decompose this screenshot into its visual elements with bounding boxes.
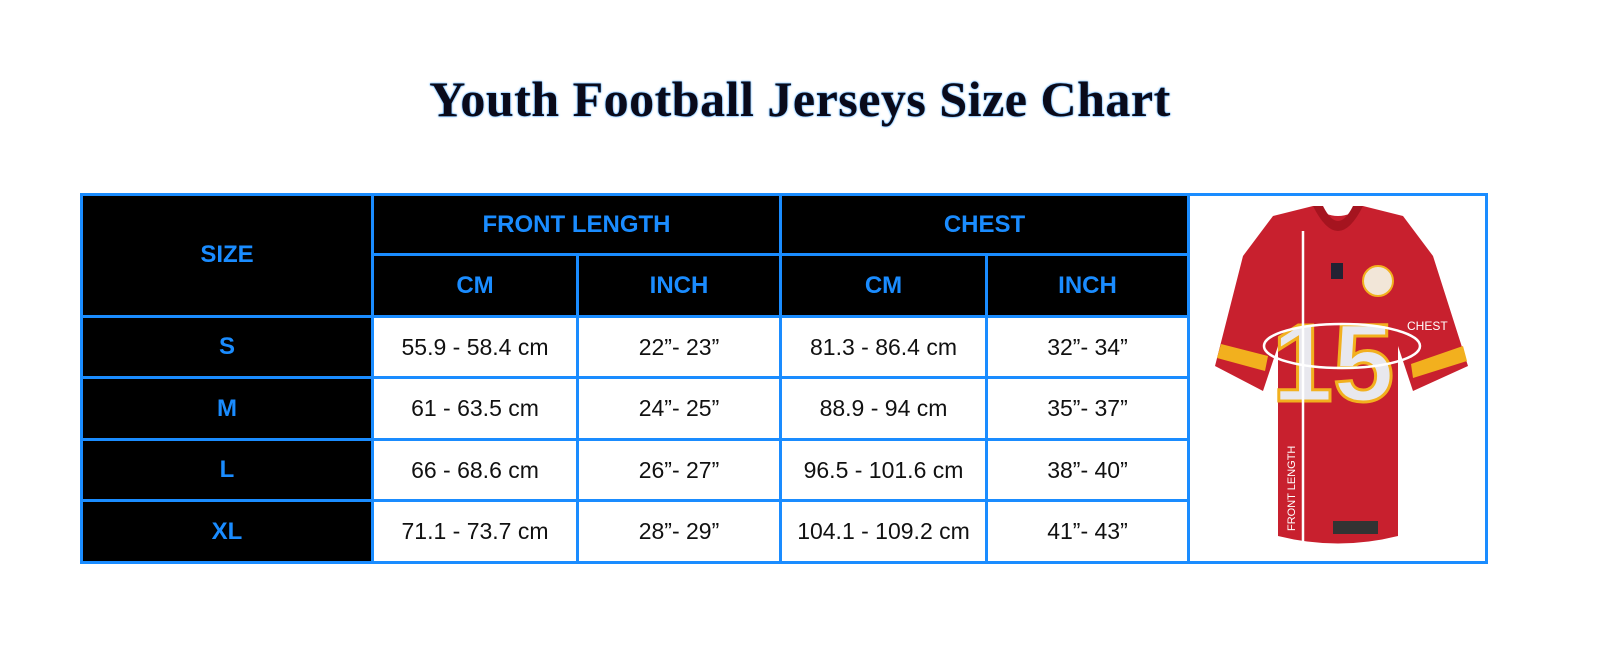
chest-inch-cell: 41”- 43” [985, 499, 1190, 564]
size-cell: M [80, 376, 374, 441]
front-length-inch-cell: 28”- 29” [576, 499, 782, 564]
chest-cm-cell: 104.1 - 109.2 cm [779, 499, 988, 564]
chest-inch-cell: 35”- 37” [985, 376, 1190, 441]
chest-cm-cell: 81.3 - 86.4 cm [779, 314, 988, 380]
front-length-cm-cell: 61 - 63.5 cm [371, 376, 579, 441]
jersey-image: 15 CHEST FRONT LENGTH [1187, 193, 1488, 564]
chest-inch-cell: 32”- 34” [985, 314, 1190, 380]
jersey-illustration: 15 CHEST FRONT LENGTH [1214, 206, 1468, 544]
table-row: L 66 - 68.6 cm 26”- 27” 96.5 - 101.6 cm … [80, 437, 1487, 503]
table-row: S 55.9 - 58.4 cm 22”- 23” 81.3 - 86.4 cm… [80, 314, 1487, 380]
header-front-length-cm: CM [371, 253, 579, 318]
jersey-number: 15 [1271, 302, 1393, 425]
table-row: M 61 - 63.5 cm 24”- 25” 88.9 - 94 cm 35”… [80, 376, 1487, 441]
header-chest-cm: CM [779, 253, 988, 318]
front-length-label: FRONT LENGTH [1286, 446, 1298, 531]
chest-cm-cell: 88.9 - 94 cm [779, 376, 988, 441]
header-chest: CHEST [779, 192, 1190, 257]
size-cell: XL [80, 499, 374, 564]
chest-cm-cell: 96.5 - 101.6 cm [779, 437, 988, 503]
front-length-inch-cell: 24”- 25” [576, 376, 782, 441]
chest-inch-cell: 38”- 40” [985, 437, 1190, 503]
front-length-cm-cell: 55.9 - 58.4 cm [371, 314, 579, 380]
size-cell: L [80, 437, 374, 503]
header-chest-inch: INCH [985, 253, 1190, 318]
front-length-inch-cell: 26”- 27” [576, 437, 782, 503]
page-title: Youth Football Jerseys Size Chart [429, 71, 1171, 127]
front-length-cm-cell: 66 - 68.6 cm [371, 437, 579, 503]
header-size: SIZE [80, 193, 374, 318]
front-length-inch-cell: 22”- 23” [576, 314, 782, 380]
chest-label: CHEST [1407, 319, 1448, 333]
header-front-length-inch: INCH [576, 253, 782, 318]
size-cell: S [80, 314, 374, 380]
header-front-length: FRONT LENGTH [371, 192, 782, 257]
table-row: XL 71.1 - 73.7 cm 28”- 29” 104.1 - 109.2… [80, 499, 1487, 564]
size-chart-table: SIZE FRONT LENGTH CHEST 15 CHEST FRONT L… [80, 192, 1488, 564]
front-length-cm-cell: 71.1 - 73.7 cm [371, 499, 579, 564]
